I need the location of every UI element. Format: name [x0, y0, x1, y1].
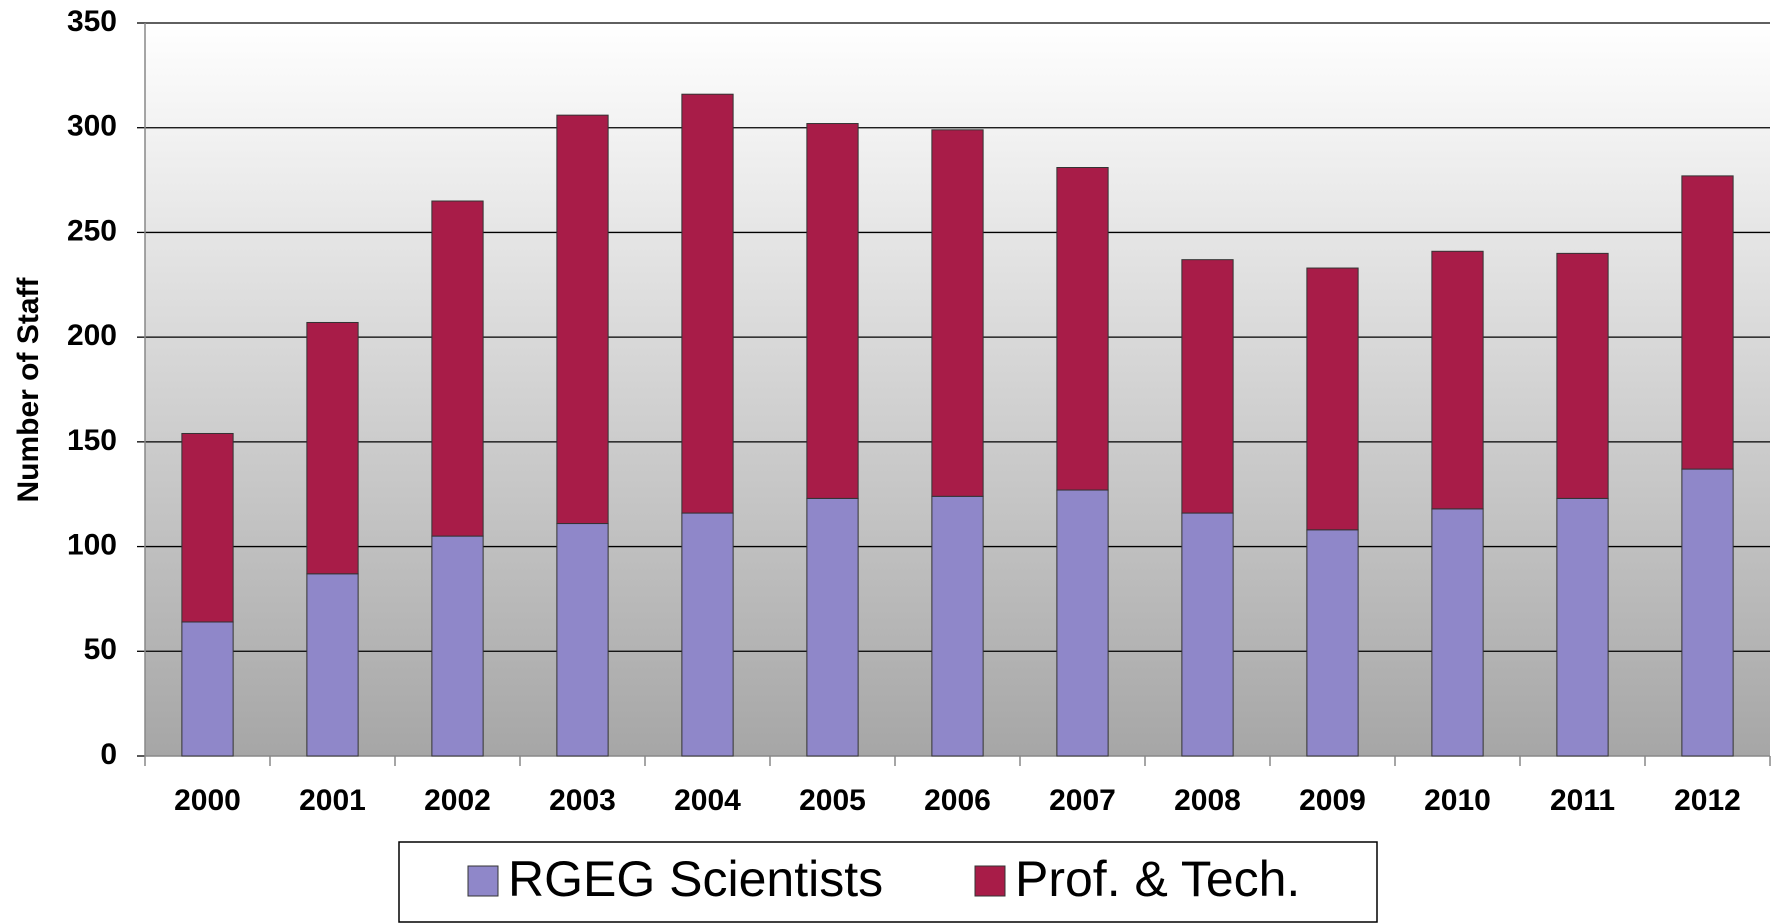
- x-tick-label: 2007: [1049, 784, 1116, 817]
- y-axis-label: Number of Staff: [12, 276, 45, 502]
- x-tick-label: 2005: [799, 784, 866, 817]
- bar-segment: [1556, 497, 1609, 757]
- y-tick-label: 250: [67, 214, 117, 247]
- y-tick-label: 350: [67, 5, 117, 38]
- bar-segment: [306, 321, 359, 575]
- bar-segment: [931, 495, 984, 757]
- bar-segment: [806, 123, 859, 499]
- bar-segment: [1056, 167, 1109, 491]
- bar-segment: [681, 93, 734, 514]
- bar-segment: [1431, 508, 1484, 757]
- bar-segment: [1681, 175, 1734, 470]
- x-tick-label: 2011: [1550, 784, 1615, 817]
- x-tick-label: 2002: [424, 784, 491, 817]
- x-tick-label: 2000: [174, 784, 241, 817]
- bar-segment: [556, 523, 609, 757]
- bar-segment: [556, 114, 609, 525]
- y-tick-label: 150: [67, 424, 117, 457]
- y-tick-label: 200: [67, 319, 117, 352]
- x-tick-label: 2012: [1674, 784, 1741, 817]
- x-tick-label: 2004: [674, 784, 741, 817]
- legend-label: Prof. & Tech.: [1015, 851, 1300, 907]
- legend-swatch: [467, 865, 499, 897]
- bar-segment: [1056, 489, 1109, 757]
- x-tick-label: 2009: [1299, 784, 1366, 817]
- bar-segment: [1556, 252, 1609, 499]
- bar-segment: [1306, 529, 1359, 757]
- y-tick-label: 100: [67, 528, 117, 561]
- bar-segment: [431, 200, 484, 537]
- bar-segment: [181, 432, 234, 623]
- y-tick-label: 0: [100, 738, 117, 771]
- bar-segment: [1181, 259, 1234, 514]
- y-tick-label: 300: [67, 110, 117, 143]
- x-tick-label: 2010: [1424, 784, 1491, 817]
- bar-segment: [806, 497, 859, 757]
- legend: [398, 841, 1378, 923]
- bar-segment: [1306, 267, 1359, 531]
- bar-segment: [181, 621, 234, 757]
- x-tick-label: 2008: [1174, 784, 1241, 817]
- bar-segment: [1431, 250, 1484, 510]
- x-tick-label: 2003: [549, 784, 616, 817]
- y-tick-label: 50: [84, 633, 117, 666]
- legend-swatch: [974, 865, 1006, 897]
- bar-segment: [1681, 468, 1734, 757]
- bar-segment: [931, 129, 984, 497]
- bar-segment: [1181, 512, 1234, 757]
- bar-segment: [681, 512, 734, 757]
- x-tick-label: 2006: [924, 784, 991, 817]
- x-tick-label: 2001: [299, 784, 366, 817]
- bar-segment: [431, 535, 484, 757]
- bar-segment: [306, 573, 359, 757]
- legend-label: RGEG Scientists: [508, 851, 883, 907]
